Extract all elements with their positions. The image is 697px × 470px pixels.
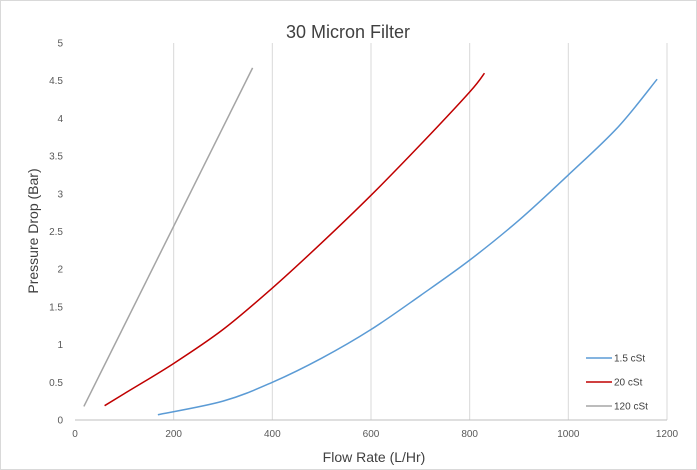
x-axis-ticks: 0 200 400 600 800 1000 1200 <box>72 429 678 440</box>
x-tick-label: 1200 <box>656 429 679 440</box>
y-axis-ticks: 0 0.5 1 1.5 2 2.5 3 3.5 4 4.5 5 <box>49 39 63 427</box>
y-tick-label: 0 <box>57 416 63 427</box>
y-tick-label: 4.5 <box>49 76 63 87</box>
y-tick-label: 1 <box>57 340 63 351</box>
x-tick-label: 1000 <box>557 429 580 440</box>
y-tick-label: 1.5 <box>49 302 63 313</box>
chart-title: 30 Micron Filter <box>286 22 410 42</box>
x-tick-label: 600 <box>363 429 380 440</box>
y-tick-label: 4 <box>57 114 63 125</box>
y-tick-label: 0.5 <box>49 378 63 389</box>
gridlines <box>173 43 668 420</box>
x-tick-label: 0 <box>72 429 78 440</box>
x-axis-title: Flow Rate (L/Hr) <box>323 449 426 465</box>
y-tick-label: 2 <box>57 265 63 276</box>
y-tick-label: 5 <box>57 39 63 50</box>
legend: 1.5 cSt 20 cSt 120 cSt <box>586 354 648 413</box>
y-tick-label: 3.5 <box>49 152 63 163</box>
series-line <box>83 67 254 407</box>
series-line <box>157 78 658 416</box>
x-tick-label: 800 <box>461 429 478 440</box>
legend-label: 20 cSt <box>614 378 643 389</box>
legend-label: 1.5 cSt <box>614 354 645 365</box>
x-tick-label: 400 <box>264 429 281 440</box>
series-line <box>104 72 486 407</box>
y-tick-label: 2.5 <box>49 227 63 238</box>
y-tick-label: 3 <box>57 189 63 200</box>
legend-label: 120 cSt <box>614 402 648 413</box>
y-axis-title: Pressure Drop (Bar) <box>25 168 41 293</box>
x-tick-label: 200 <box>165 429 182 440</box>
series-lines <box>83 67 658 416</box>
